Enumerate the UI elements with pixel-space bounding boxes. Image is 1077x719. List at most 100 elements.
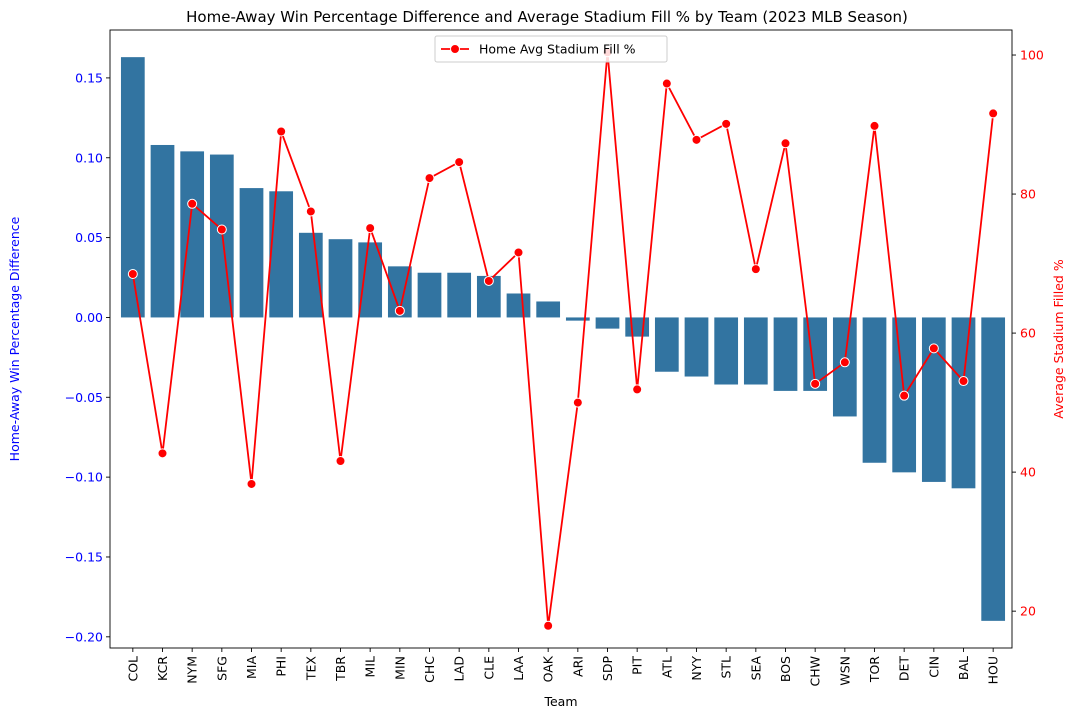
y-left-tick-label: −0.15: [65, 549, 103, 564]
plot-area-frame: [109, 29, 1013, 649]
x-tick-label: KCR: [155, 656, 170, 681]
bar-cle: [476, 275, 501, 318]
bar-laa: [506, 293, 531, 318]
bar-kcr: [150, 144, 175, 318]
point-cin: [928, 343, 939, 354]
point-mil: [365, 223, 376, 234]
point-nyy: [691, 134, 702, 145]
point-min: [394, 305, 405, 316]
bar-oak: [536, 301, 561, 318]
y-left-tick-label: 0.10: [75, 150, 103, 165]
point-stl: [721, 118, 732, 129]
bar-chc: [417, 272, 442, 318]
point-nym: [187, 198, 198, 209]
stadium-fill-line: [131, 52, 995, 626]
y-right-tick-label: 60: [1020, 326, 1036, 341]
x-tick-label: PHI: [274, 656, 289, 677]
point-cle: [483, 275, 494, 286]
point-chw: [810, 378, 821, 389]
point-tor: [869, 120, 880, 131]
point-bos: [780, 138, 791, 149]
point-phi: [276, 126, 287, 137]
y-right-tick-label: 20: [1020, 604, 1036, 619]
x-tick-label: PIT: [630, 656, 645, 675]
point-mia: [246, 478, 257, 489]
x-tick-label: DET: [897, 656, 912, 682]
point-lad: [454, 157, 465, 168]
x-tick-label: CIN: [926, 656, 941, 678]
bar-atl: [654, 317, 679, 372]
x-tick-label: WSN: [837, 656, 852, 686]
bar-ari: [565, 317, 590, 321]
x-tick-label: TOR: [867, 656, 882, 683]
y-right-tick-label: 40: [1020, 465, 1036, 480]
y-left-tick-label: −0.20: [65, 629, 103, 644]
x-tick-label: OAK: [541, 655, 556, 682]
y-left-tick-label: −0.10: [65, 470, 103, 485]
bar-tbr: [328, 239, 353, 318]
bar-nyy: [684, 317, 709, 377]
bar-tor: [862, 317, 887, 463]
bar-col: [120, 57, 145, 318]
point-kcr: [157, 448, 168, 459]
bar-cin: [921, 317, 946, 482]
point-tex: [305, 206, 316, 217]
point-sea: [750, 264, 761, 275]
x-tick-label: BAL: [956, 656, 971, 680]
bar-hou: [981, 317, 1006, 621]
legend-marker-swatch: [450, 44, 460, 54]
x-tick-label: SEA: [748, 656, 763, 681]
y-axis-left-label: Home-Away Win Percentage Difference: [7, 216, 22, 461]
y-left-tick-label: 0.05: [75, 230, 103, 245]
point-sfg: [216, 224, 227, 235]
bar-pit: [625, 317, 650, 337]
chart-title: Home-Away Win Percentage Difference and …: [186, 8, 908, 26]
y-left-tick-label: 0.15: [75, 70, 103, 85]
bar-mil: [358, 242, 383, 318]
x-tick-label: COL: [125, 656, 140, 682]
point-wsn: [839, 357, 850, 368]
x-tick-label: MIA: [244, 656, 259, 679]
point-pit: [632, 384, 643, 395]
bar-stl: [714, 317, 739, 385]
y-right-tick-label: 100: [1020, 48, 1044, 63]
x-tick-label: ATL: [659, 656, 674, 678]
x-axis-label: Team: [543, 694, 577, 709]
x-axis: COL KCR NYM SFG MIA PHI TEX TBR MIL MIN CHC LAD CLE L…: [125, 648, 1001, 687]
legend-entry-label: Home Avg Stadium Fill %: [479, 42, 636, 57]
x-tick-label: HOU: [986, 656, 1001, 684]
y-left-tick-label: −0.05: [65, 390, 103, 405]
point-det: [899, 390, 910, 401]
point-ari: [572, 397, 583, 408]
point-col: [127, 269, 138, 280]
point-hou: [988, 108, 999, 119]
x-tick-label: TBR: [333, 656, 348, 682]
x-tick-label: CLE: [481, 656, 496, 680]
point-tbr: [335, 456, 346, 467]
y-left-tick-label: 0.00: [75, 310, 103, 325]
x-tick-label: BOS: [778, 656, 793, 682]
bar-sdp: [595, 317, 620, 329]
bar-bos: [773, 317, 798, 391]
bar-nym: [180, 151, 205, 318]
bar-phi: [269, 191, 294, 318]
x-tick-label: NYM: [185, 656, 200, 684]
point-atl: [661, 78, 672, 89]
legend: Home Avg Stadium Fill %: [434, 35, 668, 63]
x-tick-label: SFG: [214, 656, 229, 681]
x-tick-label: STL: [719, 656, 734, 679]
bar-lad: [447, 272, 472, 318]
point-chc: [424, 173, 435, 184]
x-tick-label: SDP: [600, 656, 615, 682]
point-bal: [958, 376, 969, 387]
y-axis-left: −0.20 −0.15 −0.10 −0.05 0.00 0.05 0.10 0.15: [65, 70, 110, 644]
bar-min: [387, 266, 412, 318]
point-oak: [543, 620, 554, 631]
x-tick-label: NYY: [689, 656, 704, 681]
y-axis-right: 20 40 60 80 100: [1012, 48, 1044, 619]
legend-box: [434, 35, 668, 63]
x-tick-label: MIL: [363, 656, 378, 677]
line-series: [127, 47, 999, 631]
x-tick-label: CHC: [422, 656, 437, 683]
